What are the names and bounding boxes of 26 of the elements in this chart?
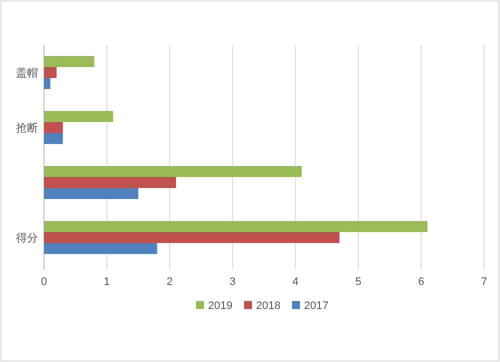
x-tick-label: 3 (230, 276, 236, 288)
bar (44, 188, 138, 199)
bar (44, 78, 50, 89)
y-tick-label: 抢断 (16, 122, 38, 134)
bar (44, 111, 114, 122)
legend-label: 2019 (208, 300, 232, 312)
y-tick-label: 得分 (16, 232, 38, 244)
bar (44, 56, 94, 67)
bar (44, 133, 63, 144)
legend-label: 2018 (256, 300, 280, 312)
bar (44, 221, 428, 232)
x-tick-label: 7 (480, 276, 488, 288)
legend-label: 2017 (304, 300, 328, 312)
bar (44, 177, 176, 188)
bar (44, 166, 302, 177)
x-tick-label: 0 (40, 276, 48, 288)
x-tick-label: 2 (166, 276, 173, 288)
y-tick-label: 盖帽 (16, 66, 38, 80)
bar (44, 232, 340, 243)
bar (44, 122, 63, 133)
bar (44, 243, 158, 254)
x-tick-label: 5 (355, 276, 362, 288)
x-tick-label: 4 (292, 276, 298, 288)
bar (44, 67, 57, 78)
x-tick-label: 6 (418, 276, 424, 288)
x-tick-label: 1 (104, 276, 110, 288)
